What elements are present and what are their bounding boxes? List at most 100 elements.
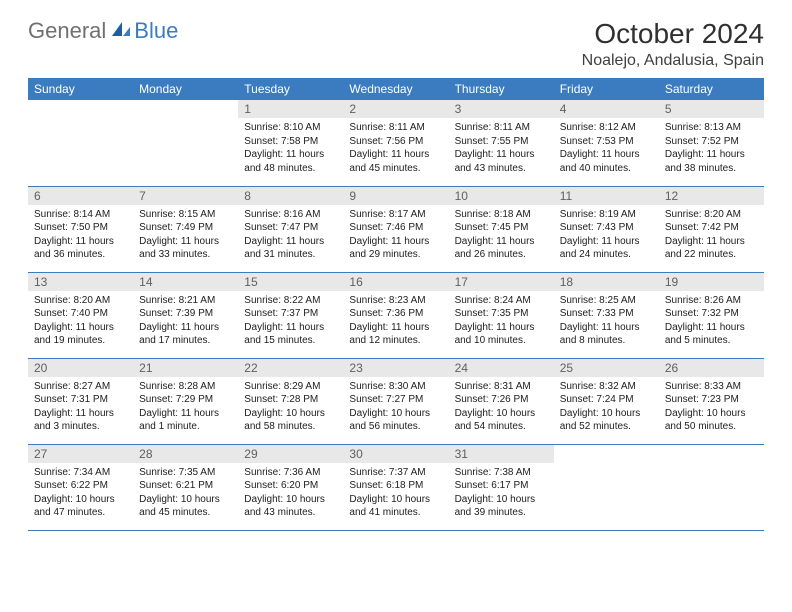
day-number: 5: [659, 100, 764, 118]
day-details: Sunrise: 8:27 AMSunset: 7:31 PMDaylight:…: [28, 377, 133, 438]
calendar-cell: 12Sunrise: 8:20 AMSunset: 7:42 PMDayligh…: [659, 186, 764, 272]
calendar-cell: 21Sunrise: 8:28 AMSunset: 7:29 PMDayligh…: [133, 358, 238, 444]
day-details: Sunrise: 7:34 AMSunset: 6:22 PMDaylight:…: [28, 463, 133, 524]
day-details: Sunrise: 8:11 AMSunset: 7:55 PMDaylight:…: [449, 118, 554, 179]
calendar-cell: 24Sunrise: 8:31 AMSunset: 7:26 PMDayligh…: [449, 358, 554, 444]
day-number: 20: [28, 359, 133, 377]
day-header: Tuesday: [238, 78, 343, 100]
day-details: Sunrise: 8:29 AMSunset: 7:28 PMDaylight:…: [238, 377, 343, 438]
day-number: 17: [449, 273, 554, 291]
day-header: Friday: [554, 78, 659, 100]
day-details: Sunrise: 8:12 AMSunset: 7:53 PMDaylight:…: [554, 118, 659, 179]
day-header: Monday: [133, 78, 238, 100]
day-details: Sunrise: 8:26 AMSunset: 7:32 PMDaylight:…: [659, 291, 764, 352]
day-details: Sunrise: 8:10 AMSunset: 7:58 PMDaylight:…: [238, 118, 343, 179]
day-details: Sunrise: 8:15 AMSunset: 7:49 PMDaylight:…: [133, 205, 238, 266]
calendar-cell: 26Sunrise: 8:33 AMSunset: 7:23 PMDayligh…: [659, 358, 764, 444]
calendar-cell: 16Sunrise: 8:23 AMSunset: 7:36 PMDayligh…: [343, 272, 448, 358]
day-number: 28: [133, 445, 238, 463]
day-number: 19: [659, 273, 764, 291]
calendar-cell: 13Sunrise: 8:20 AMSunset: 7:40 PMDayligh…: [28, 272, 133, 358]
day-number: 2: [343, 100, 448, 118]
day-details: Sunrise: 8:30 AMSunset: 7:27 PMDaylight:…: [343, 377, 448, 438]
brand-logo: General Blue: [28, 18, 178, 44]
day-number: 11: [554, 187, 659, 205]
calendar-cell: 19Sunrise: 8:26 AMSunset: 7:32 PMDayligh…: [659, 272, 764, 358]
location-text: Noalejo, Andalusia, Spain: [582, 52, 764, 70]
calendar-cell: 4Sunrise: 8:12 AMSunset: 7:53 PMDaylight…: [554, 100, 659, 186]
day-details: Sunrise: 8:33 AMSunset: 7:23 PMDaylight:…: [659, 377, 764, 438]
page-header: General Blue October 2024 Noalejo, Andal…: [28, 18, 764, 70]
day-details: Sunrise: 7:37 AMSunset: 6:18 PMDaylight:…: [343, 463, 448, 524]
calendar-cell: 1Sunrise: 8:10 AMSunset: 7:58 PMDaylight…: [238, 100, 343, 186]
day-details: Sunrise: 8:32 AMSunset: 7:24 PMDaylight:…: [554, 377, 659, 438]
calendar-cell: 8Sunrise: 8:16 AMSunset: 7:47 PMDaylight…: [238, 186, 343, 272]
calendar-cell: [28, 100, 133, 186]
calendar-cell: 22Sunrise: 8:29 AMSunset: 7:28 PMDayligh…: [238, 358, 343, 444]
day-number: 30: [343, 445, 448, 463]
day-number: 8: [238, 187, 343, 205]
calendar-row: 6Sunrise: 8:14 AMSunset: 7:50 PMDaylight…: [28, 186, 764, 272]
day-details: Sunrise: 8:13 AMSunset: 7:52 PMDaylight:…: [659, 118, 764, 179]
calendar-cell: 7Sunrise: 8:15 AMSunset: 7:49 PMDaylight…: [133, 186, 238, 272]
day-details: Sunrise: 8:19 AMSunset: 7:43 PMDaylight:…: [554, 205, 659, 266]
day-details: Sunrise: 8:11 AMSunset: 7:56 PMDaylight:…: [343, 118, 448, 179]
day-number: 6: [28, 187, 133, 205]
calendar-cell: 30Sunrise: 7:37 AMSunset: 6:18 PMDayligh…: [343, 444, 448, 530]
calendar-cell: 14Sunrise: 8:21 AMSunset: 7:39 PMDayligh…: [133, 272, 238, 358]
calendar-cell: [133, 100, 238, 186]
calendar-row: 27Sunrise: 7:34 AMSunset: 6:22 PMDayligh…: [28, 444, 764, 530]
calendar-table: Sunday Monday Tuesday Wednesday Thursday…: [28, 78, 764, 531]
day-details: Sunrise: 8:31 AMSunset: 7:26 PMDaylight:…: [449, 377, 554, 438]
calendar-cell: 27Sunrise: 7:34 AMSunset: 6:22 PMDayligh…: [28, 444, 133, 530]
calendar-cell: 29Sunrise: 7:36 AMSunset: 6:20 PMDayligh…: [238, 444, 343, 530]
day-header-row: Sunday Monday Tuesday Wednesday Thursday…: [28, 78, 764, 100]
day-details: Sunrise: 7:38 AMSunset: 6:17 PMDaylight:…: [449, 463, 554, 524]
calendar-cell: 9Sunrise: 8:17 AMSunset: 7:46 PMDaylight…: [343, 186, 448, 272]
day-number: 23: [343, 359, 448, 377]
day-details: Sunrise: 8:20 AMSunset: 7:42 PMDaylight:…: [659, 205, 764, 266]
day-number: 22: [238, 359, 343, 377]
calendar-cell: 25Sunrise: 8:32 AMSunset: 7:24 PMDayligh…: [554, 358, 659, 444]
day-number: 10: [449, 187, 554, 205]
day-details: Sunrise: 8:21 AMSunset: 7:39 PMDaylight:…: [133, 291, 238, 352]
day-details: Sunrise: 8:25 AMSunset: 7:33 PMDaylight:…: [554, 291, 659, 352]
calendar-row: 20Sunrise: 8:27 AMSunset: 7:31 PMDayligh…: [28, 358, 764, 444]
calendar-cell: 3Sunrise: 8:11 AMSunset: 7:55 PMDaylight…: [449, 100, 554, 186]
calendar-cell: 5Sunrise: 8:13 AMSunset: 7:52 PMDaylight…: [659, 100, 764, 186]
calendar-cell: 31Sunrise: 7:38 AMSunset: 6:17 PMDayligh…: [449, 444, 554, 530]
calendar-cell: 11Sunrise: 8:19 AMSunset: 7:43 PMDayligh…: [554, 186, 659, 272]
calendar-cell: 20Sunrise: 8:27 AMSunset: 7:31 PMDayligh…: [28, 358, 133, 444]
calendar-cell: 28Sunrise: 7:35 AMSunset: 6:21 PMDayligh…: [133, 444, 238, 530]
day-number: 15: [238, 273, 343, 291]
day-number: 7: [133, 187, 238, 205]
calendar-cell: 23Sunrise: 8:30 AMSunset: 7:27 PMDayligh…: [343, 358, 448, 444]
day-details: Sunrise: 8:14 AMSunset: 7:50 PMDaylight:…: [28, 205, 133, 266]
day-number: 12: [659, 187, 764, 205]
day-details: Sunrise: 7:36 AMSunset: 6:20 PMDaylight:…: [238, 463, 343, 524]
day-details: Sunrise: 8:20 AMSunset: 7:40 PMDaylight:…: [28, 291, 133, 352]
day-details: Sunrise: 7:35 AMSunset: 6:21 PMDaylight:…: [133, 463, 238, 524]
day-details: Sunrise: 8:24 AMSunset: 7:35 PMDaylight:…: [449, 291, 554, 352]
calendar-cell: 15Sunrise: 8:22 AMSunset: 7:37 PMDayligh…: [238, 272, 343, 358]
day-number: 13: [28, 273, 133, 291]
calendar-cell: 2Sunrise: 8:11 AMSunset: 7:56 PMDaylight…: [343, 100, 448, 186]
day-details: Sunrise: 8:18 AMSunset: 7:45 PMDaylight:…: [449, 205, 554, 266]
day-number: 14: [133, 273, 238, 291]
day-header: Saturday: [659, 78, 764, 100]
sail-icon: [110, 18, 132, 44]
calendar-row: 1Sunrise: 8:10 AMSunset: 7:58 PMDaylight…: [28, 100, 764, 186]
day-number: 25: [554, 359, 659, 377]
day-header: Sunday: [28, 78, 133, 100]
calendar-cell: [659, 444, 764, 530]
day-number: 29: [238, 445, 343, 463]
day-number: 18: [554, 273, 659, 291]
calendar-cell: 18Sunrise: 8:25 AMSunset: 7:33 PMDayligh…: [554, 272, 659, 358]
day-details: Sunrise: 8:17 AMSunset: 7:46 PMDaylight:…: [343, 205, 448, 266]
day-number: 3: [449, 100, 554, 118]
day-header: Wednesday: [343, 78, 448, 100]
day-number: 16: [343, 273, 448, 291]
day-number: 21: [133, 359, 238, 377]
calendar-row: 13Sunrise: 8:20 AMSunset: 7:40 PMDayligh…: [28, 272, 764, 358]
day-details: Sunrise: 8:23 AMSunset: 7:36 PMDaylight:…: [343, 291, 448, 352]
